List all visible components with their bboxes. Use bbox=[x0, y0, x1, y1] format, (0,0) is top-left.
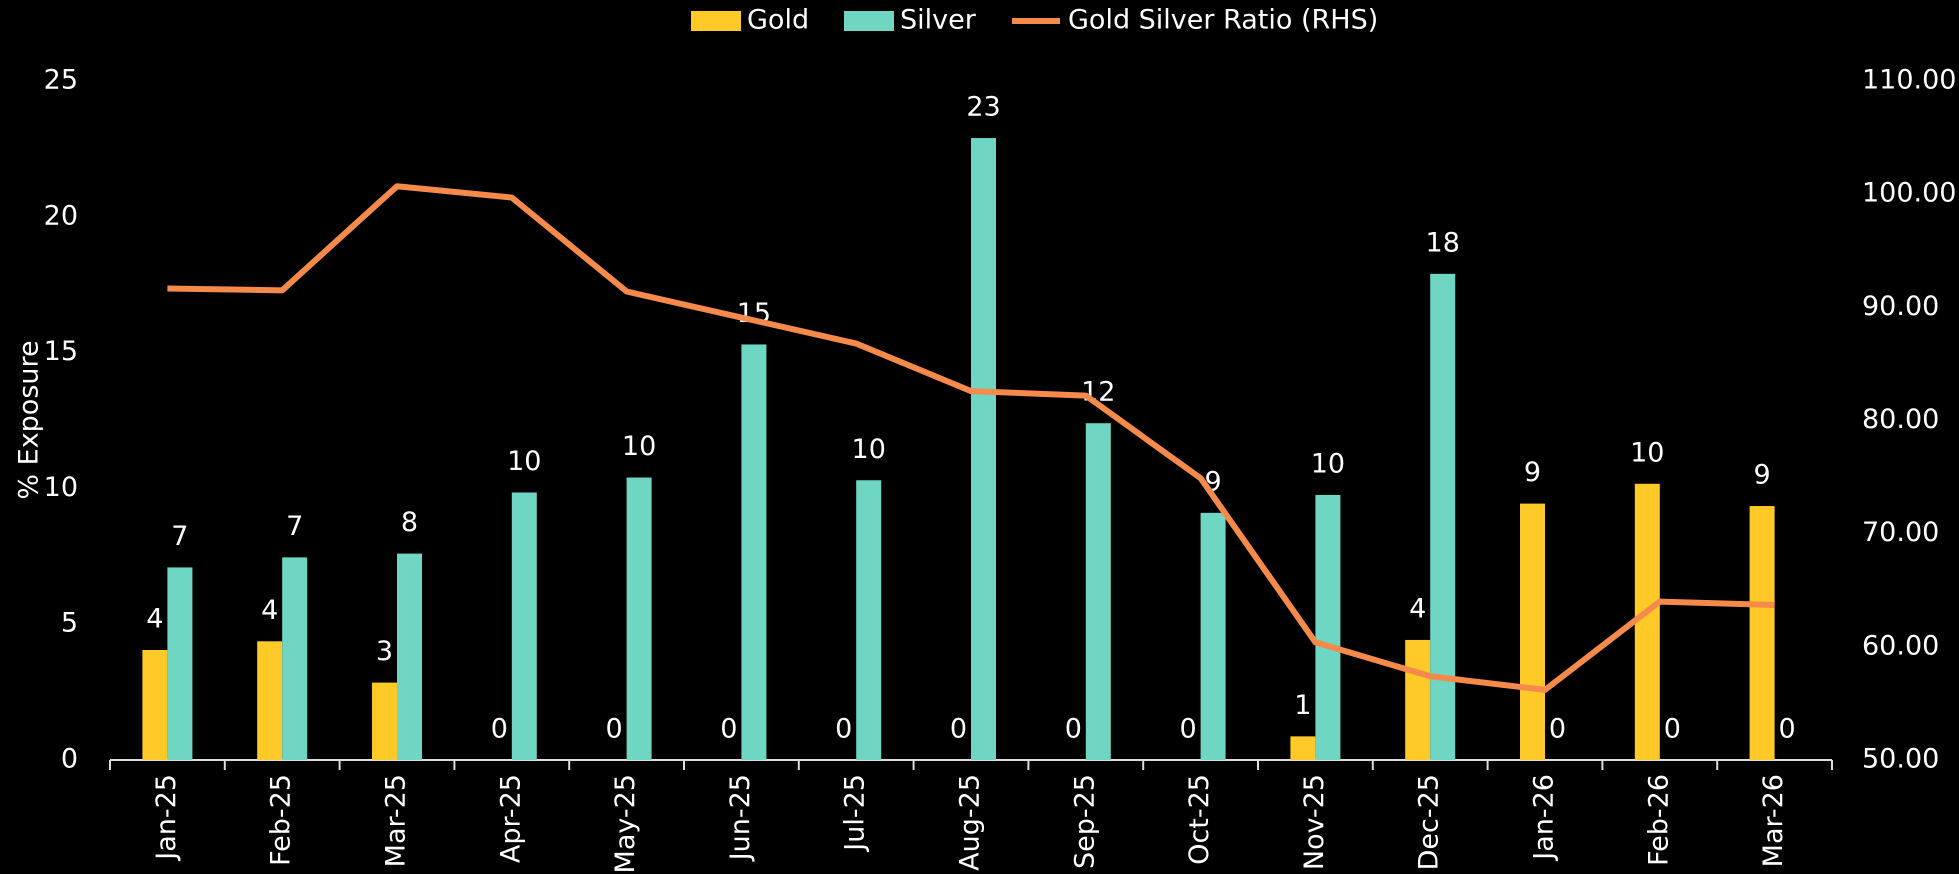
bar bbox=[1520, 503, 1545, 760]
legend-swatch bbox=[691, 11, 741, 31]
x-tick-label: Mar-26 bbox=[1758, 774, 1789, 867]
legend-label: Silver bbox=[900, 5, 977, 36]
y2-tick-label: 90.00 bbox=[1862, 291, 1939, 322]
data-label: 0 bbox=[606, 714, 623, 745]
x-tick-label: Apr-25 bbox=[495, 774, 526, 863]
bar bbox=[971, 138, 996, 760]
data-label: 7 bbox=[171, 521, 188, 552]
data-label: 0 bbox=[950, 714, 967, 745]
y2-tick-label: 80.00 bbox=[1862, 404, 1939, 435]
data-label: 9 bbox=[1754, 460, 1771, 491]
bar bbox=[1200, 512, 1226, 760]
data-label: 0 bbox=[835, 714, 852, 745]
data-label: 9 bbox=[1524, 457, 1541, 488]
bar bbox=[511, 492, 537, 760]
bar bbox=[257, 641, 283, 760]
y-tick-label: 0 bbox=[61, 744, 78, 775]
bar bbox=[167, 567, 193, 760]
bar bbox=[372, 682, 397, 760]
x-tick-label: May-25 bbox=[610, 774, 641, 873]
bar bbox=[1430, 273, 1456, 760]
y-axis-label: % Exposure bbox=[14, 340, 45, 499]
x-tick-label: Feb-26 bbox=[1643, 774, 1674, 866]
x-tick-label: Feb-25 bbox=[266, 774, 297, 866]
data-label: 7 bbox=[286, 511, 303, 542]
data-label: 4 bbox=[261, 595, 278, 626]
data-label: 0 bbox=[1180, 714, 1197, 745]
data-label: 3 bbox=[376, 636, 393, 667]
bar bbox=[1290, 736, 1316, 760]
legend-swatch bbox=[844, 11, 894, 31]
bar bbox=[741, 344, 767, 760]
y2-tick-label: 70.00 bbox=[1862, 517, 1939, 548]
data-label: 0 bbox=[720, 714, 737, 745]
bar bbox=[1085, 423, 1111, 760]
y-tick-label: 5 bbox=[61, 608, 78, 639]
data-label: 4 bbox=[146, 604, 163, 635]
bar bbox=[1749, 506, 1775, 760]
y-tick-label: 20 bbox=[44, 200, 78, 231]
data-label: 0 bbox=[491, 714, 508, 745]
data-label: 10 bbox=[1311, 448, 1345, 479]
bar bbox=[282, 557, 308, 760]
data-label: 10 bbox=[852, 434, 886, 465]
legend-label: Gold Silver Ratio (RHS) bbox=[1068, 5, 1378, 36]
data-label: 18 bbox=[1426, 227, 1460, 258]
y2-tick-label: 50.00 bbox=[1862, 744, 1939, 775]
data-label: 4 bbox=[1409, 593, 1426, 624]
y-tick-label: 15 bbox=[44, 336, 78, 367]
x-tick-label: Jun-25 bbox=[725, 774, 756, 862]
x-tick-label: Aug-25 bbox=[955, 774, 986, 871]
bar bbox=[397, 553, 422, 760]
x-tick-label: Nov-25 bbox=[1299, 774, 1330, 870]
x-tick-label: Jan-26 bbox=[1529, 774, 1560, 862]
y-tick-label: 25 bbox=[44, 65, 78, 96]
x-tick-label: Oct-25 bbox=[1184, 774, 1215, 865]
data-label: 23 bbox=[966, 92, 1000, 123]
bar bbox=[856, 480, 882, 760]
data-label: 0 bbox=[1549, 714, 1566, 745]
x-tick-label: Jul-25 bbox=[840, 774, 871, 853]
x-tick-label: Mar-25 bbox=[381, 774, 412, 867]
data-label: 8 bbox=[401, 507, 418, 538]
y-tick-label: 10 bbox=[44, 472, 78, 503]
bar bbox=[1315, 494, 1341, 760]
y2-tick-label: 100.00 bbox=[1862, 178, 1956, 209]
line bbox=[167, 183, 1775, 693]
legend-label: Gold bbox=[747, 5, 809, 36]
y2-tick-label: 60.00 bbox=[1862, 630, 1939, 661]
bar bbox=[142, 650, 168, 760]
data-label: 1 bbox=[1294, 690, 1311, 721]
data-label: 0 bbox=[1664, 714, 1681, 745]
y2-tick-label: 110.00 bbox=[1862, 65, 1956, 96]
x-tick-label: Sep-25 bbox=[1069, 774, 1100, 869]
bar bbox=[626, 477, 652, 760]
bar bbox=[1405, 639, 1431, 760]
data-label: 10 bbox=[622, 431, 656, 462]
bar bbox=[1634, 483, 1660, 760]
data-label: 0 bbox=[1065, 714, 1082, 745]
data-label: 10 bbox=[1630, 437, 1664, 468]
data-label: 0 bbox=[1779, 714, 1796, 745]
x-tick-label: Jan-25 bbox=[151, 774, 182, 862]
x-tick-label: Dec-25 bbox=[1414, 774, 1445, 870]
data-label: 10 bbox=[507, 446, 541, 477]
